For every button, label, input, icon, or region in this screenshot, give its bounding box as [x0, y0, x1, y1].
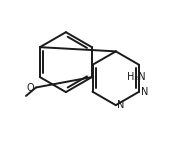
Text: O: O	[26, 83, 34, 93]
Text: N: N	[141, 87, 148, 97]
Text: N: N	[117, 100, 125, 110]
Text: H₂N: H₂N	[127, 72, 145, 82]
